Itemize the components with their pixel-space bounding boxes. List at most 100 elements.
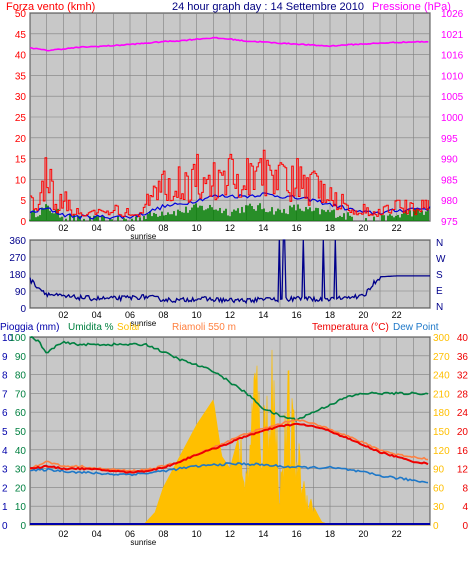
direction-compass-label: N [436,238,443,249]
rain-tick-label: 2 [2,483,8,494]
direction-compass-label: W [436,254,446,265]
humidity-tick-label: 100 [9,333,26,344]
solar-tick-label: 120 [433,446,450,457]
pressure-axis-title: Pressione (hPa) [372,1,451,13]
temperature-tick-label: 12 [457,465,469,476]
x-tick-label: 02 [58,223,68,233]
pressure-tick-label: 990 [441,155,458,166]
x-tick-label: 08 [158,223,168,233]
wind-tick-label: 45 [15,30,27,41]
x-tick-label: 06 [125,529,135,539]
direction-tick-label: 270 [9,253,26,264]
temperature-tick-label: 36 [457,352,469,363]
x-tick-label: 20 [358,223,368,233]
rain-tick-label: 9 [2,352,8,363]
rain-tick-label: 5 [2,427,8,438]
humidity-tick-label: 70 [15,389,27,400]
humidity-line [29,336,429,422]
pressure-tick-label: 995 [441,134,458,145]
wind-tick-label: 40 [15,51,27,62]
temperature-tick-label: 16 [457,446,469,457]
sunrise-label: sunrise [130,319,156,328]
pressure-tick-label: 1016 [441,51,464,62]
direction-tick-label: 90 [15,287,27,298]
x-tick-label: 22 [392,310,402,320]
pressure-tick-label: 975 [441,217,458,228]
x-tick-label: 04 [92,223,102,233]
wind-tick-label: 0 [20,217,26,228]
direction-tick-label: 360 [9,236,26,247]
x-tick-label: 12 [225,310,235,320]
humidity-tick-label: 30 [15,465,27,476]
heat-index-axis-title: Riamoli 550 m [172,322,236,333]
direction-compass-label: E [436,286,443,297]
direction-tick-label: 0 [20,304,26,315]
rain-tick-label: 0 [2,521,8,532]
wind-tick-label: 35 [15,71,27,82]
pressure-tick-label: 980 [441,196,458,207]
solar-tick-label: 210 [433,389,450,400]
x-tick-label: 06 [125,223,135,233]
solar-tick-label: 0 [433,521,439,532]
x-tick-label: 16 [292,529,302,539]
rain-tick-label: 1 [2,502,8,513]
pressure-tick-label: 1026 [441,9,464,20]
temperature-tick-label: 24 [457,408,469,419]
x-tick-label: 16 [292,223,302,233]
pressure-line [29,36,429,52]
x-tick-label: 14 [258,310,268,320]
wind-tick-label: 50 [15,9,27,20]
rain-tick-label: 8 [2,371,8,382]
pressure-tick-label: 1010 [441,71,464,82]
wind-direction-line [29,239,430,305]
humidity-tick-label: 10 [15,502,27,513]
wind-gust-line [30,149,429,218]
pressure-tick-label: 985 [441,175,458,186]
rain-tick-label: 10 [2,333,14,344]
sunrise-label: sunrise [130,232,156,241]
x-tick-label: 18 [325,310,335,320]
wind-pressure-series [29,36,431,221]
graph-title: 24 hour graph day : 14 Settembre 2010 [172,1,364,13]
direction-compass-label: S [436,270,443,281]
wind-tick-label: 30 [15,92,27,103]
x-tick-label: 04 [92,310,102,320]
panel3-axes: 0 0 0 01 10 30 42 20 60 83 30 90 124 40 120 165 50 150 206… [2,333,468,547]
rain-tick-label: 6 [2,408,8,419]
pressure-tick-label: 1005 [441,92,464,103]
dewpoint-line [30,462,429,484]
temperature-tick-label: 32 [457,371,469,382]
rain-tick-label: 4 [2,446,8,457]
x-tick-label: 20 [358,310,368,320]
dewpoint-axis-title: Dew Point [393,322,439,333]
x-tick-label: 02 [58,529,68,539]
rain-tick-label: 7 [2,389,8,400]
wind-tick-label: 5 [20,196,26,207]
wind-tick-label: 10 [15,175,27,186]
temperature-tick-label: 0 [462,521,468,532]
solar-axis-title: Solar [117,322,141,333]
solar-tick-label: 270 [433,352,450,363]
solar-tick-label: 240 [433,371,450,382]
x-tick-label: 10 [192,529,202,539]
x-tick-label: 18 [325,529,335,539]
humidity-axis-title: Umidita % [68,322,114,333]
pressure-tick-label: 1000 [441,113,464,124]
direction-tick-label: 180 [9,270,26,281]
x-tick-label: 06 [125,310,135,320]
wind-direction-series [29,239,430,305]
x-tick-label: 22 [392,529,402,539]
solar-tick-label: 180 [433,408,450,419]
rain-tick-label: 3 [2,465,8,476]
x-tick-label: 14 [258,223,268,233]
humidity-tick-label: 90 [15,352,27,363]
temperature-tick-label: 8 [462,483,468,494]
sunrise-label: sunrise [130,538,156,547]
solar-tick-label: 60 [433,483,445,494]
x-tick-label: 04 [92,529,102,539]
humidity-tick-label: 60 [15,408,27,419]
solar-tick-label: 90 [433,465,445,476]
x-tick-label: 12 [225,223,235,233]
